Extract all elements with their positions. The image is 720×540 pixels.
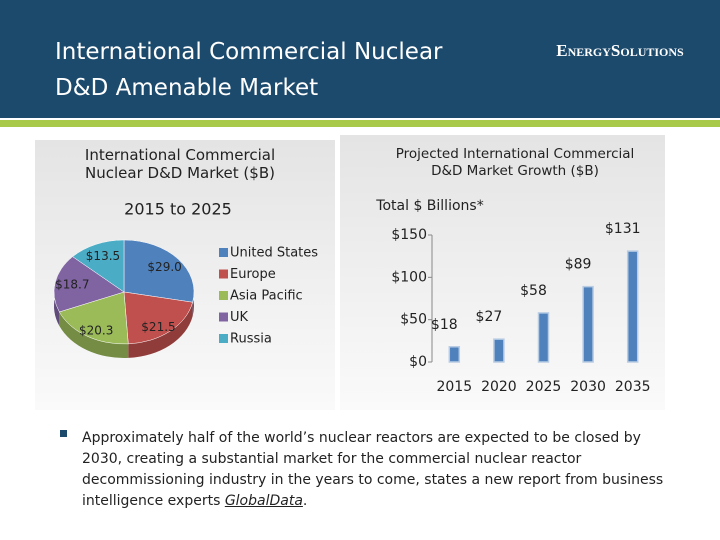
legend-swatch [219,312,228,322]
source-link[interactable]: GlobalData [224,493,303,509]
bar [626,250,639,363]
bar [448,346,461,363]
bullet-end: . [302,493,308,509]
slice-label: $21.5 [141,320,175,334]
legend-swatch [219,248,228,257]
legend-swatch [219,291,228,300]
value-label: $27 [476,309,503,325]
value-label: $131 [605,221,641,237]
header-rule [0,120,720,127]
slice-label: $18.7 [55,278,89,292]
legend-label: Russia [230,332,272,347]
bar [493,338,505,363]
x-tick-label: 2020 [481,379,517,395]
pie-title: International Commercial Nuclear D&D Mark… [85,146,275,182]
value-label: $58 [520,283,547,299]
legend-label: United States [230,246,318,261]
pie-slice [58,291,129,345]
pie-slice [72,239,125,293]
legend-label: Europe [230,267,276,282]
pie-slice [123,291,193,345]
pie-subtitle: 2015 to 2025 [124,200,232,219]
x-tick-label: 2025 [526,379,562,395]
value-label: $18 [431,317,458,333]
bar [537,312,550,363]
y-tick-label: $100 [391,269,427,285]
y-tick-label: $150 [391,227,427,243]
logo: EnergySolutions [556,41,684,60]
y-tick-label: $0 [409,354,427,370]
legend-label: UK [230,310,249,325]
x-tick-label: 2035 [615,379,651,395]
legend-swatch [219,334,228,343]
right-panel [340,135,665,410]
slice-side [128,302,193,358]
x-tick-label: 2015 [436,379,472,395]
bullet-marker [60,430,67,437]
x-tick-label: 2030 [570,379,606,395]
bullet-body: Approximately half of the world’s nuclea… [82,430,664,509]
value-label: $89 [565,257,592,273]
bar [582,285,594,363]
pie-slice [123,239,195,303]
slice-label: $20.3 [79,324,113,338]
bar-title: Projected International Commercial D&D Ma… [396,146,635,179]
legend-label: Asia Pacific [230,289,303,304]
bullet-text: Approximately half of the world’s nuclea… [82,428,682,512]
y-tick-label: $50 [400,312,427,328]
legend-swatch [219,269,228,279]
slice-label: $13.5 [86,249,120,263]
slice-side [59,311,129,358]
pie-slice [53,256,125,313]
slide-title-line1: International Commercial Nuclear D&D Amen… [55,39,443,101]
header-band [0,0,720,118]
y-axis-title: Total $ Billions* [375,198,483,214]
slice-label: $29.0 [147,260,181,274]
